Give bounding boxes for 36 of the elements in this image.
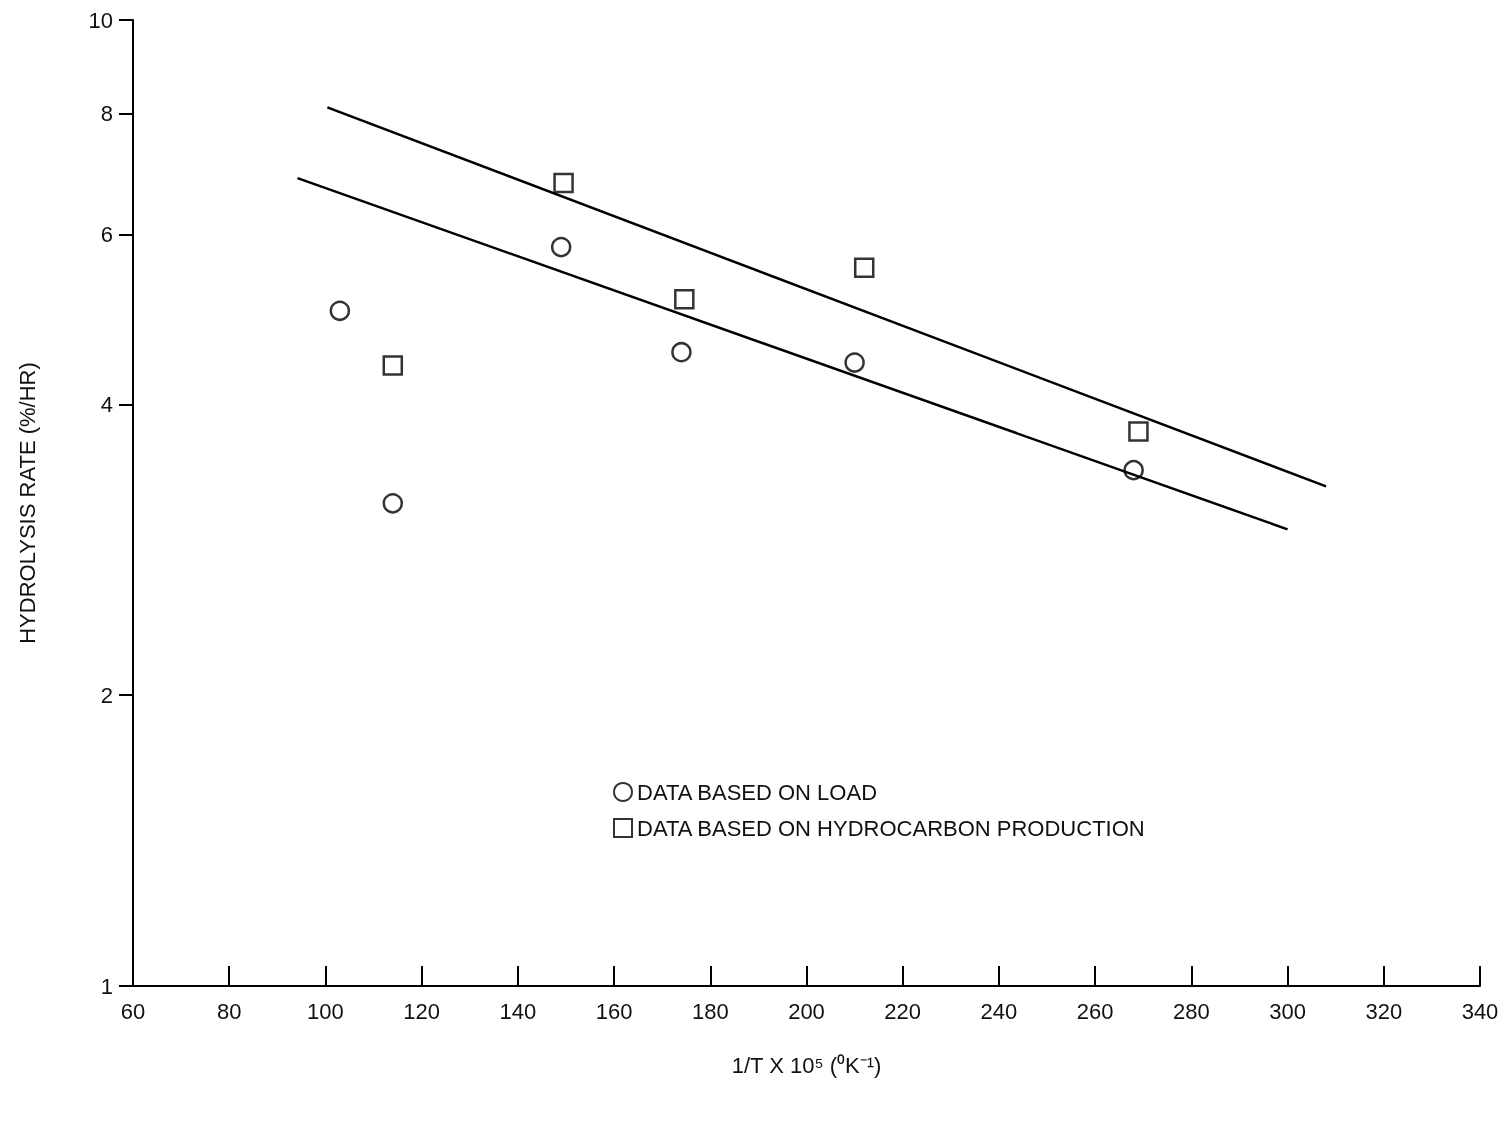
y-tick-label: 1 (100, 973, 113, 999)
point (853, 257, 875, 279)
x-tick-label: 160 (595, 998, 633, 1024)
y-axis-title: HYDROLYSIS RATE (%/HR) (14, 362, 40, 644)
x-tick-label: 120 (403, 998, 440, 1024)
point (382, 355, 404, 376)
point (329, 300, 351, 322)
point (1123, 459, 1144, 481)
y-tick-label: 4 (100, 391, 113, 417)
x-tick-label: 140 (499, 998, 537, 1024)
y-tick-label: 6 (100, 221, 113, 247)
x-tick-label: 260 (1076, 998, 1114, 1024)
x-tick-label: 300 (1269, 998, 1306, 1024)
x-tick-label: 180 (691, 998, 729, 1024)
x-tick-label: 320 (1365, 998, 1403, 1024)
point (671, 341, 692, 363)
x-tick-label: 280 (1173, 998, 1210, 1024)
point (1128, 421, 1149, 442)
point (382, 493, 404, 514)
point (550, 236, 572, 258)
x-tick-label: 340 (1461, 998, 1499, 1024)
y-tick-label: 10 (88, 7, 113, 33)
point (844, 352, 865, 373)
x-tick-label: 220 (884, 998, 922, 1024)
x-axis-title: 1/T X 10⁵ (⁰K⁻¹) (731, 1052, 882, 1078)
x-tick-label: 80 (216, 998, 242, 1024)
x-tick-label: 60 (120, 998, 146, 1024)
x-tick-label: 200 (788, 998, 825, 1024)
legend-label: DATA BASED ON LOAD (637, 779, 878, 805)
x-tick-label: 240 (980, 998, 1018, 1024)
legend-label: DATA BASED ON HYDROCARBON PRODUCTION (637, 815, 1145, 841)
y-tick-label: 8 (100, 101, 113, 127)
y-tick-label: 2 (100, 682, 113, 708)
point (553, 172, 574, 194)
point (674, 288, 695, 310)
x-tick-label: 100 (307, 998, 344, 1024)
